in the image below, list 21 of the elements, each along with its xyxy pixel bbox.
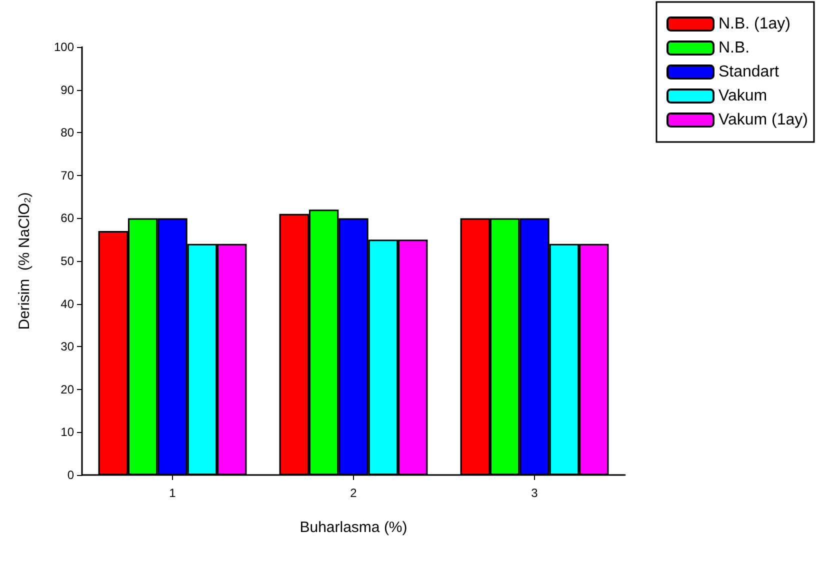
y-tick-label: 20: [60, 382, 74, 396]
x-tick-label: 3: [531, 486, 538, 500]
x-tick-label: 1: [169, 486, 176, 500]
y-tick-label: 100: [54, 40, 74, 54]
legend-label: Vakum (1ay): [718, 112, 808, 128]
y-tick-label: 60: [60, 211, 74, 226]
y-tick-label: 0: [67, 468, 74, 482]
x-axis-title: Buharlasma (%): [300, 519, 408, 536]
y-tick-label: 50: [60, 254, 74, 268]
legend-label: N.B. (1ay): [718, 16, 791, 32]
y-tick-label: 80: [60, 126, 74, 140]
y-tick-label: 70: [60, 168, 74, 182]
legend-label: Vakum: [718, 88, 768, 104]
y-axis-title: Derisim (% NaClO₂): [16, 192, 33, 330]
y-tick-label: 10: [60, 425, 74, 440]
x-tick-label: 2: [350, 486, 358, 500]
legend-label: Standart: [718, 64, 780, 80]
legend-label: N.B.: [718, 40, 750, 56]
y-tick-label: 40: [60, 296, 74, 311]
y-tick-label: 90: [60, 82, 74, 97]
y-tick-label: 30: [60, 340, 74, 354]
